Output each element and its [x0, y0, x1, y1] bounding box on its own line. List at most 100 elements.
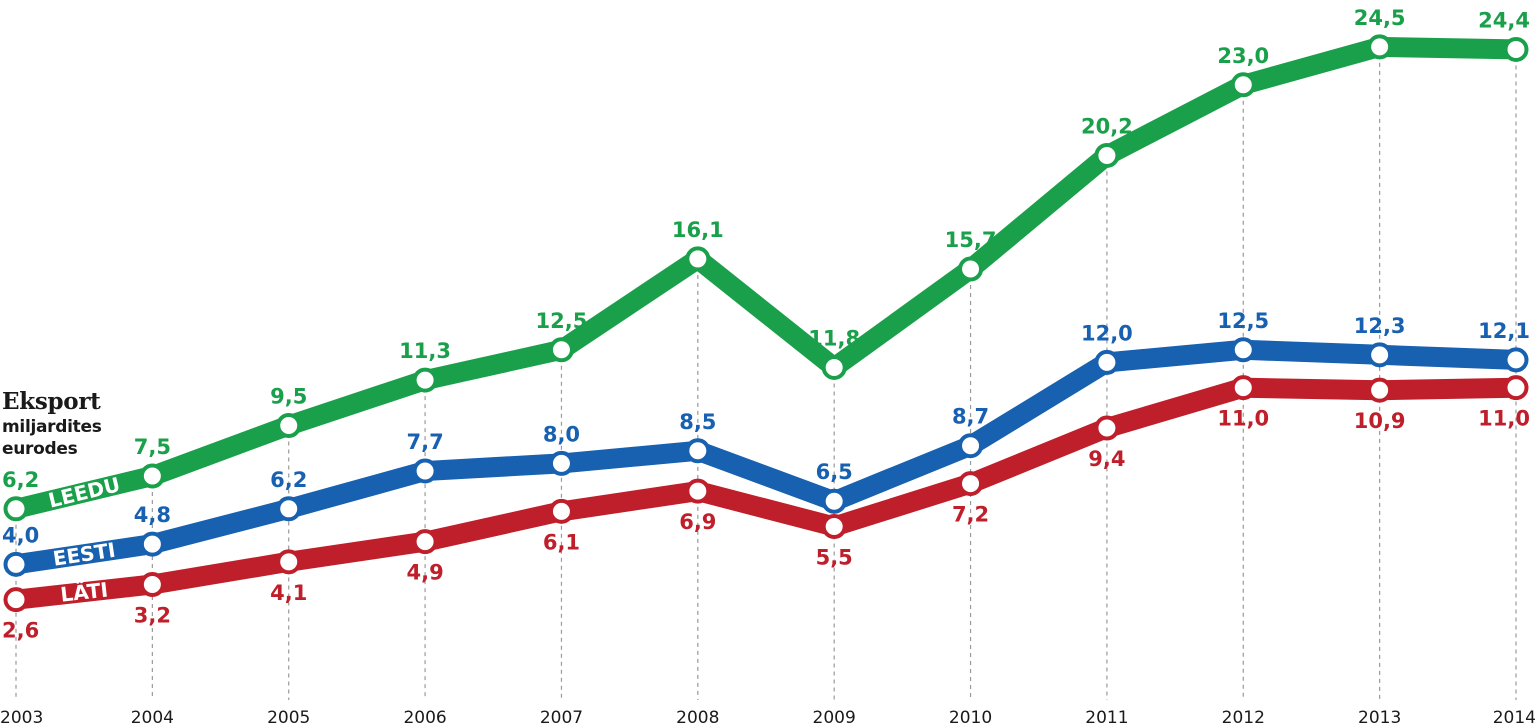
- x-tick-label: 2004: [131, 708, 174, 728]
- series-2-point: [139, 572, 165, 598]
- series-2-point: [685, 478, 711, 504]
- data-label: 11,3: [399, 339, 451, 363]
- x-tick-label: 2013: [1358, 708, 1401, 728]
- series-1-point: [139, 531, 165, 557]
- chart-title-block: Eksport miljardites eurodes: [2, 388, 102, 460]
- series-2-point: [821, 513, 847, 539]
- x-axis-ticks: 2003 2004 2005 2006 2007 2008 2009 2010 2011 2012…: [0, 708, 1536, 728]
- x-tick-label: 2012: [1222, 708, 1265, 728]
- grid-lines: [15, 46, 1517, 700]
- series-2-point: [3, 587, 29, 613]
- data-label: 15,7: [945, 228, 997, 252]
- series-2-point: [276, 549, 302, 575]
- data-label: 3,2: [134, 604, 171, 628]
- data-label: 16,1: [672, 218, 724, 242]
- data-label: 24,5: [1354, 6, 1406, 30]
- data-label: 8,7: [952, 405, 989, 429]
- data-label: 12,5: [1217, 309, 1269, 333]
- series-1-point: [412, 458, 438, 484]
- series-1-point: [1503, 347, 1529, 373]
- data-label: 5,5: [816, 545, 853, 569]
- data-label: 6,2: [270, 468, 307, 492]
- x-tick-label: 2007: [540, 708, 583, 728]
- series-name-label: EESTI: [51, 538, 117, 571]
- series-1-point: [276, 496, 302, 522]
- x-tick-label: 2003: [0, 708, 43, 728]
- data-label: 7,7: [406, 430, 443, 454]
- series-2-point: [1230, 375, 1256, 401]
- series-2-point: [958, 471, 984, 497]
- data-label: 24,4: [1478, 8, 1530, 32]
- data-label: 6,9: [679, 510, 716, 534]
- series-0-point: [3, 496, 29, 522]
- data-label: 6,5: [816, 460, 853, 484]
- series-1-point: [1094, 349, 1120, 375]
- data-label: 12,5: [536, 309, 588, 333]
- series-0-point: [821, 354, 847, 380]
- series-0-point: [548, 337, 574, 363]
- series-0-point: [1230, 72, 1256, 98]
- data-label: 9,4: [1088, 447, 1125, 471]
- series-0-point: [412, 367, 438, 393]
- series-1-point: [821, 488, 847, 514]
- data-label: 20,2: [1081, 114, 1133, 138]
- data-label: 11,0: [1478, 407, 1530, 431]
- series-1-point: [3, 551, 29, 577]
- data-label: 8,0: [543, 422, 580, 446]
- x-tick-label: 2014: [1493, 708, 1536, 728]
- data-label: 10,9: [1354, 409, 1406, 433]
- series-1-point: [685, 438, 711, 464]
- data-label: 7,5: [134, 435, 171, 459]
- series-markers: [3, 34, 1529, 613]
- series-2-point: [1503, 375, 1529, 401]
- series-1-point: [548, 450, 574, 476]
- data-label: 2,6: [2, 619, 39, 643]
- series-name-label: LÄTI: [59, 578, 109, 607]
- series-0-point: [1094, 142, 1120, 168]
- data-label: 4,8: [134, 503, 171, 527]
- chart-subtitle-line-2: eurodes: [2, 439, 78, 459]
- series-2-point: [412, 529, 438, 555]
- series-1-point: [958, 433, 984, 459]
- series-line-0: [6, 36, 1526, 519]
- series-0-point: [1367, 34, 1393, 60]
- series-0-point: [1503, 36, 1529, 62]
- data-label: 23,0: [1217, 44, 1269, 68]
- series-2-point: [1094, 415, 1120, 441]
- data-label: 12,3: [1354, 314, 1406, 338]
- series-0-point: [685, 246, 711, 272]
- series-2-point: [548, 498, 574, 524]
- x-tick-label: 2009: [813, 708, 856, 728]
- series-2-point: [1367, 377, 1393, 403]
- data-label: 6,2: [2, 468, 39, 492]
- x-tick-label: 2006: [403, 708, 446, 728]
- x-tick-label: 2005: [267, 708, 310, 728]
- data-label: 8,5: [679, 410, 716, 434]
- x-tick-label: 2010: [949, 708, 992, 728]
- series-line-2: [6, 377, 1526, 610]
- data-label: 6,1: [543, 530, 580, 554]
- series-0-point: [958, 256, 984, 282]
- data-label: 11,8: [808, 326, 860, 350]
- series-name-label: LEEDU: [46, 472, 123, 512]
- data-label: 7,2: [952, 503, 989, 527]
- series-1-point: [1367, 342, 1393, 368]
- chart-subtitle-line-1: miljardites: [2, 417, 102, 437]
- data-label: 9,5: [270, 385, 307, 409]
- data-label: 12,0: [1081, 321, 1133, 345]
- series-0-point: [139, 463, 165, 489]
- x-tick-label: 2008: [676, 708, 719, 728]
- chart-title: Eksport: [2, 388, 101, 415]
- series-0-point: [276, 413, 302, 439]
- x-tick-label: 2011: [1085, 708, 1128, 728]
- data-label: 12,1: [1478, 319, 1530, 343]
- series-line-1: [6, 339, 1526, 575]
- data-label: 4,0: [2, 523, 39, 547]
- data-label: 11,0: [1217, 407, 1269, 431]
- data-labels: 6,2 7,5 9,5 11,3 12,5 16,1 11,8 15,7 20,2 23,0 24,…: [2, 6, 1530, 643]
- series-1-point: [1230, 337, 1256, 363]
- data-label: 4,1: [270, 581, 307, 605]
- series-lines: [6, 36, 1526, 610]
- data-label: 4,9: [406, 561, 443, 585]
